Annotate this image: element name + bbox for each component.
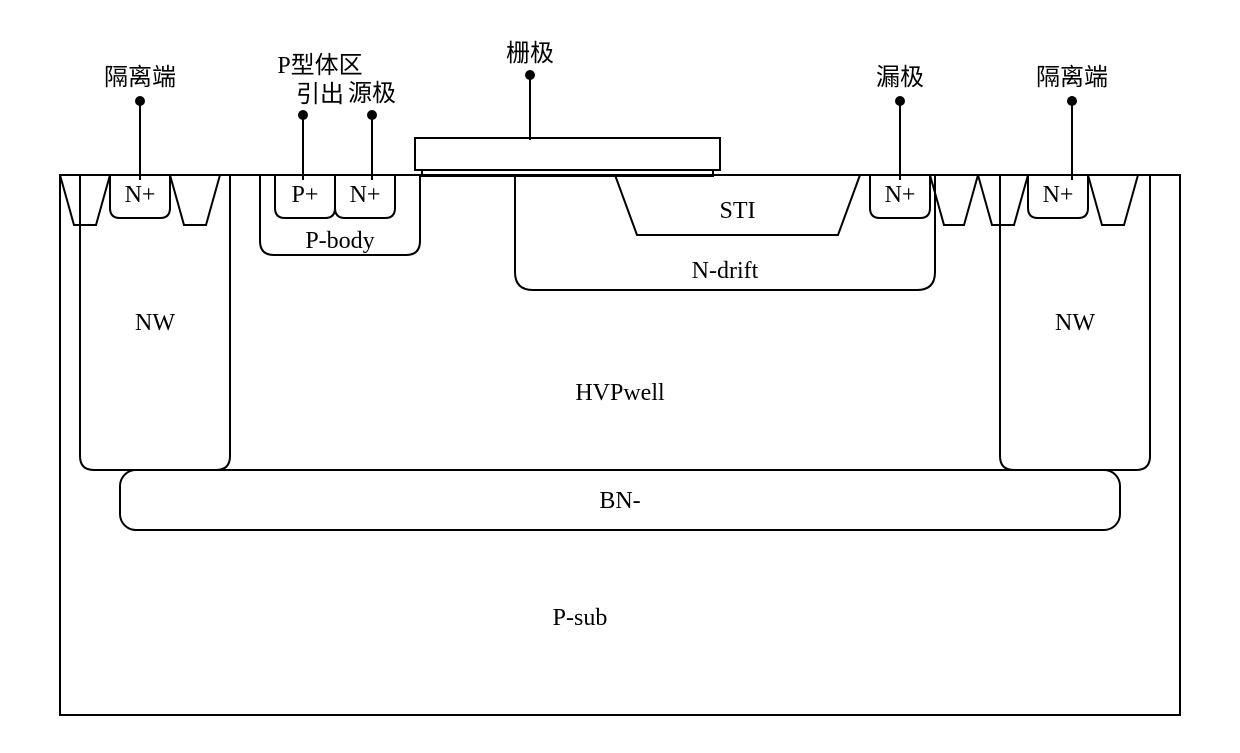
isolation_right-label: 隔离端 <box>1027 64 1117 93</box>
isolation_left-label: 隔离端 <box>95 64 185 93</box>
gate-terminal-dot <box>525 70 535 80</box>
isolation_left-terminal-dot <box>135 96 145 106</box>
drain-label: 漏极 <box>870 64 930 93</box>
source-terminal-dot <box>367 110 377 120</box>
nplus-iso-right-label: N+ <box>978 182 1138 209</box>
source-label: 源极 <box>342 80 402 109</box>
hvpwell-label: HVPwell <box>540 380 700 407</box>
bn-label: BN- <box>540 488 700 515</box>
gate-label: 栅极 <box>500 40 560 69</box>
psub-label: P-sub <box>500 605 660 632</box>
nplus-source-label: N+ <box>285 182 445 209</box>
sti-label: STI <box>658 198 818 225</box>
ndrift-label: N-drift <box>645 258 805 285</box>
nw-right-label: NW <box>995 310 1155 337</box>
pbody_tap-terminal-dot <box>298 110 308 120</box>
isolation_right-terminal-dot <box>1067 96 1077 106</box>
nw-left-label: NW <box>75 310 235 337</box>
nplus-iso-left-label: N+ <box>60 182 220 209</box>
drain-terminal-dot <box>895 96 905 106</box>
nplus-drain-label: N+ <box>820 182 980 209</box>
ldmos-cross-section-diagram: 隔离端P型体区 引出源极栅极漏极隔离端N+P+N+N+N+P-bodySTIN-… <box>20 20 1220 733</box>
pbody-label: P-body <box>260 228 420 255</box>
